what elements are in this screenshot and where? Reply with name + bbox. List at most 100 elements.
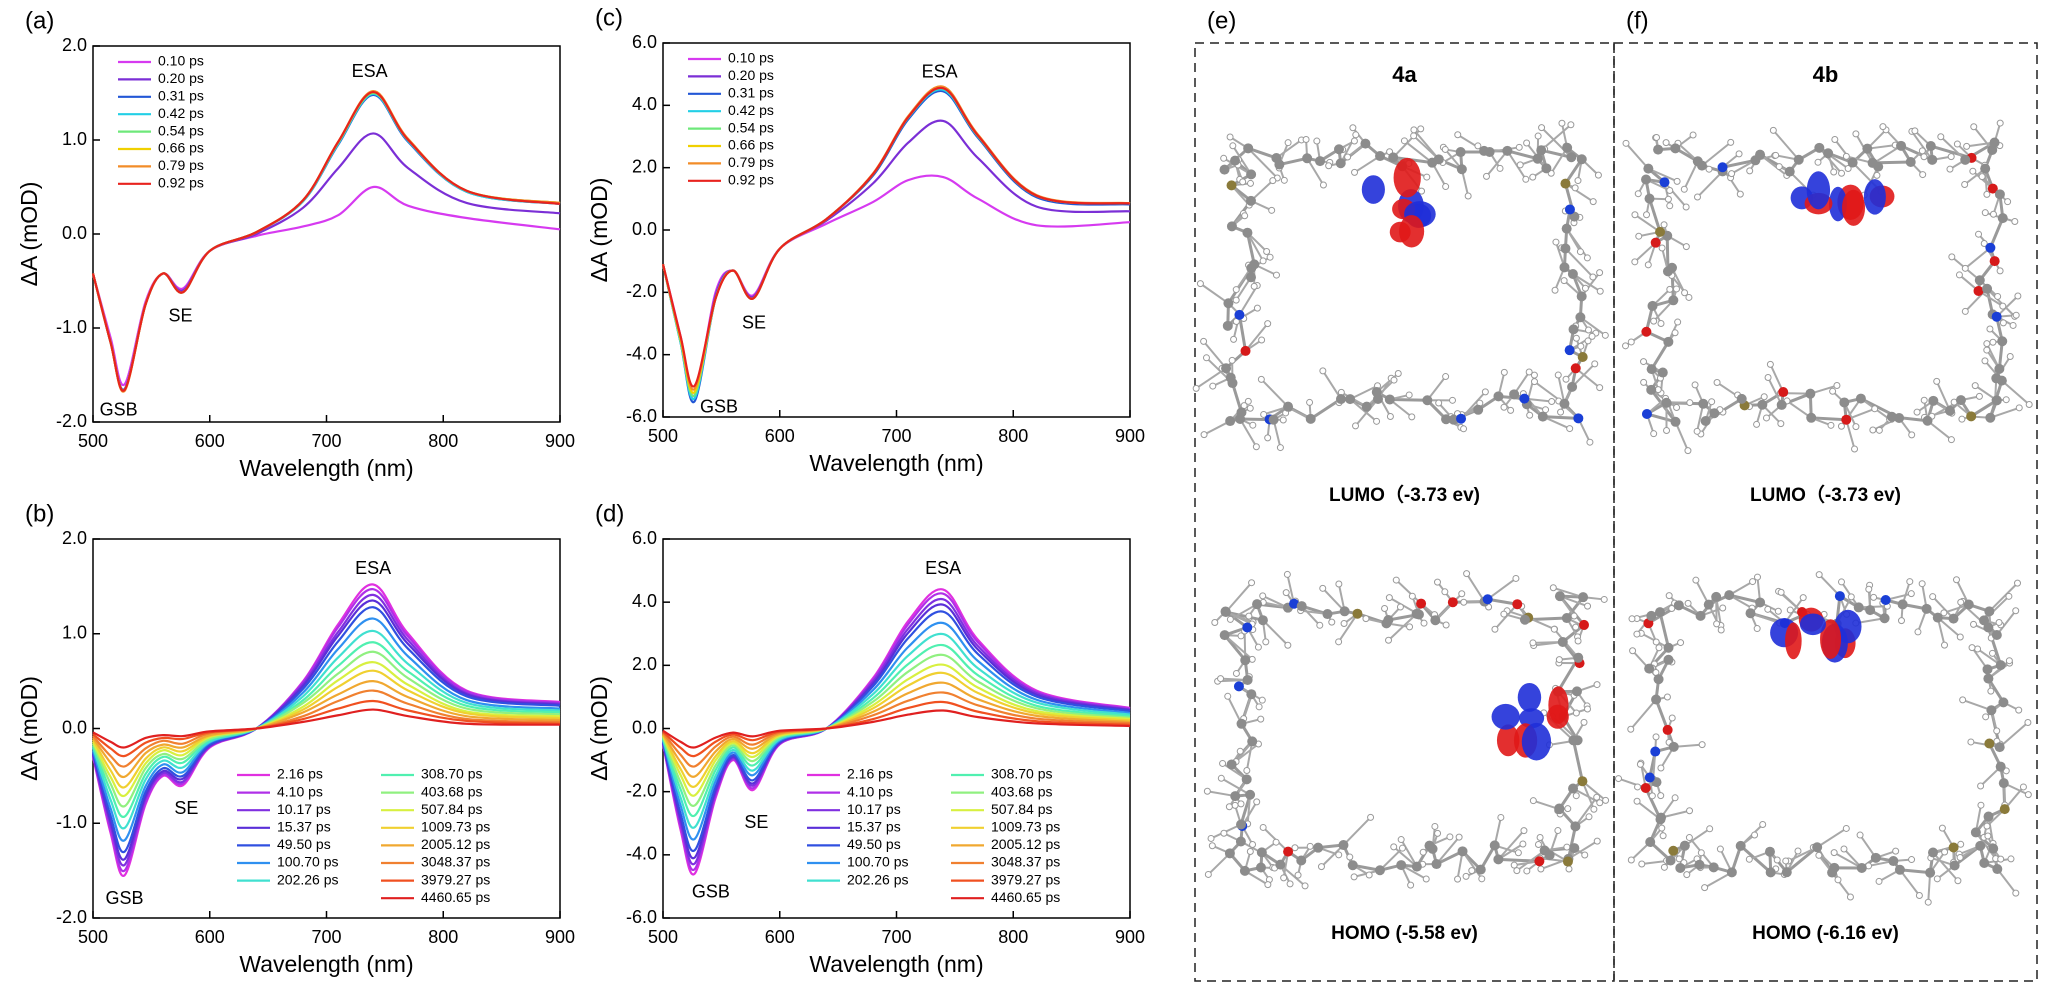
bond [1996, 868, 2017, 894]
bond [1845, 407, 1876, 421]
bond [1434, 593, 1463, 621]
hydrogen [1764, 374, 1772, 382]
hydrogen [1362, 615, 1370, 623]
hydrogen [1523, 867, 1531, 875]
atom [1268, 414, 1279, 425]
legend-label: 0.20 ps [158, 70, 204, 86]
atom [1570, 821, 1581, 832]
hydrogen [1664, 195, 1672, 203]
hydrogen [1529, 797, 1537, 805]
hydrogen [1961, 180, 1969, 188]
atom [1245, 272, 1256, 283]
hydrogen [1249, 841, 1257, 849]
hydrogen [1660, 863, 1668, 871]
hydrogen [1513, 867, 1521, 875]
hydrogen [1550, 625, 1558, 633]
atom [1985, 412, 1996, 423]
hydrogen [1551, 286, 1559, 294]
atom [1983, 622, 1994, 633]
x-axis-label: Wavelength (nm) [239, 951, 413, 977]
atom [1570, 363, 1581, 374]
hydrogen [1530, 371, 1538, 379]
hydrogen [1908, 856, 1916, 864]
hydrogen [2025, 400, 2033, 408]
hydrogen [1984, 832, 1992, 840]
hydrogen [1601, 331, 1609, 339]
atom [1986, 705, 1997, 716]
hydrogen [1417, 125, 1425, 133]
atom [1736, 393, 1747, 404]
atom [1302, 153, 1313, 164]
hydrogen [1970, 620, 1978, 628]
bond [1940, 136, 1966, 161]
atom [1834, 591, 1845, 602]
atom [1960, 154, 1971, 165]
atom [1544, 850, 1555, 861]
hydrogen [1258, 336, 1266, 344]
panel-label: (a) [25, 7, 54, 34]
y-tick-label: 2.0 [62, 35, 87, 55]
hydrogen [1627, 856, 1635, 864]
hydrogen [1396, 603, 1404, 611]
hydrogen [1264, 434, 1272, 442]
atom [1345, 394, 1356, 405]
plot: 500 600 700 800 900 -6.0 -4.0 -2.0 0.0 2.0 4.0 6.0 W… [586, 500, 1145, 977]
atom [1998, 697, 2009, 708]
atom [1457, 846, 1468, 857]
bond [1630, 698, 1657, 730]
hydrogen [1454, 875, 1462, 883]
hydrogen [1264, 320, 1272, 328]
atom [1948, 613, 1959, 624]
bond [1353, 155, 1381, 174]
hydrogen [1313, 137, 1321, 145]
hydrogen [1500, 368, 1508, 376]
atom [1841, 414, 1852, 425]
hydrogen [1918, 580, 1926, 588]
hydrogen [1500, 610, 1508, 618]
hydrogen [1564, 805, 1572, 813]
atom [1541, 163, 1552, 174]
atom [1994, 189, 2005, 200]
atom [1422, 395, 1433, 406]
hydrogen [1929, 593, 1937, 601]
hydrogen [1529, 173, 1537, 181]
hydrogen [1286, 880, 1294, 888]
hydrogen [1920, 396, 1928, 404]
hydrogen [1422, 875, 1430, 883]
annotation: GSB [700, 396, 738, 416]
orbital-lobe [1491, 703, 1520, 730]
bond [1911, 130, 1934, 161]
hydrogen [1717, 626, 1725, 634]
x-tick-label: 500 [648, 426, 678, 446]
hydrogen [2005, 657, 2013, 665]
bond [1231, 382, 1243, 413]
hydrogen [1838, 169, 1846, 177]
atom [1966, 411, 1977, 422]
atom [1576, 291, 1587, 302]
hydrogen [1241, 212, 1249, 220]
hydrogen [1961, 264, 1969, 272]
atom [1568, 735, 1579, 746]
hydrogen [1594, 171, 1602, 179]
hydrogen [1264, 881, 1272, 889]
bond [1581, 780, 1607, 802]
hydrogen [1680, 185, 1688, 193]
legend-label: 0.92 ps [728, 172, 774, 188]
hydrogen [1441, 588, 1449, 596]
atom [1230, 155, 1241, 166]
hydrogen [2009, 321, 2017, 329]
hydrogen [1584, 602, 1592, 610]
hydrogen [1224, 692, 1232, 700]
hydrogen [1650, 430, 1658, 438]
bond [1572, 273, 1601, 293]
hydrogen [1842, 824, 1850, 832]
orbital-lobe [1820, 619, 1842, 660]
hydrogen [1423, 173, 1431, 181]
atom [1564, 345, 1575, 356]
hydrogen [1530, 378, 1538, 386]
hydrogen [1918, 147, 1926, 155]
hydrogen [1713, 620, 1721, 628]
hydrogen [1576, 248, 1584, 256]
bond [1395, 579, 1422, 605]
bond [1322, 370, 1342, 400]
